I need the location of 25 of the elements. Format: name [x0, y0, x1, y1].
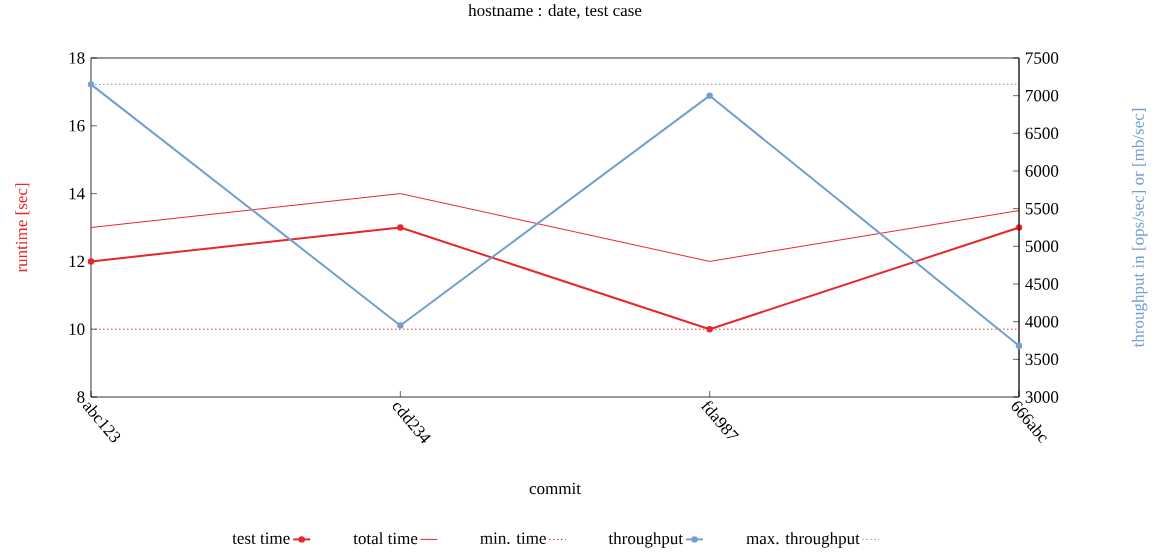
chart-title: hostname : date, test case — [468, 4, 642, 19]
y2-tick-label: 6000 — [1025, 165, 1059, 177]
y-tick-label: 16 — [69, 120, 85, 132]
y-tick-label: 14 — [69, 187, 85, 200]
y2-tick-label: 7000 — [1026, 89, 1059, 102]
y2-tick-label: 3500 — [1025, 353, 1059, 366]
legend-label: max. throughput — [746, 532, 860, 548]
y-axis-title: runtime [sec] — [15, 183, 30, 273]
y2-tick-label: 6500 — [1025, 127, 1059, 140]
legend-label: throughput — [608, 532, 683, 548]
y-tick-label: 8 — [77, 391, 85, 403]
x-axis-title: commit — [529, 482, 581, 495]
y-tick-label: 18 — [69, 52, 85, 64]
y-tick-label: 10 — [69, 323, 85, 335]
y2-tick-label: 3000 — [1025, 391, 1059, 403]
y2-tick-label: 7500 — [1026, 52, 1059, 64]
y2-tick-label: 4500 — [1025, 278, 1059, 290]
y2-axis-title: throughput in [ops/sec] or [mb/sec] — [1131, 108, 1148, 348]
legend-label: min. time — [480, 532, 546, 544]
y2-tick-label: 5000 — [1025, 240, 1059, 253]
legend-label: test time — [232, 532, 290, 544]
y-tick-label: 12 — [69, 255, 85, 268]
y2-tick-label: 5500 — [1025, 202, 1059, 215]
legend-label: total time — [353, 532, 418, 545]
y2-tick-label: 4000 — [1025, 315, 1059, 328]
